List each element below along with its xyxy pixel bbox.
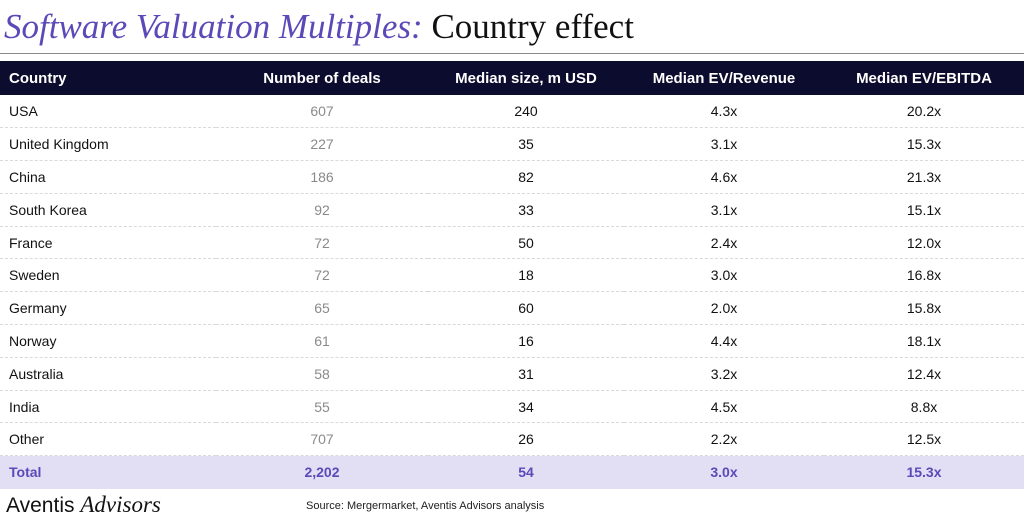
title-regular: Country effect <box>431 7 634 46</box>
table-row: France 72 50 2.4x 12.0x <box>0 226 1024 260</box>
country-cell: China <box>0 160 216 194</box>
size-cell: 82 <box>428 160 624 194</box>
ev-ebitda-cell: 16.8x <box>824 258 1024 293</box>
deals-cell: 707 <box>216 422 428 457</box>
country-cell: Sweden <box>0 258 216 293</box>
column-header: Number of deals <box>263 69 381 87</box>
table-row: Other 707 26 2.2x 12.5x <box>0 422 1024 457</box>
deals-cell: 55 <box>216 390 428 424</box>
table-header-row: Country Number of deals Median size, m U… <box>0 61 1024 95</box>
brand-name: Aventis <box>6 494 75 517</box>
chart-title: Software Valuation Multiples: Country ef… <box>4 4 634 50</box>
table-row: Germany 65 60 2.0x 15.8x <box>0 291 1024 326</box>
ev-revenue-cell: 2.0x <box>624 291 824 326</box>
size-cell: 50 <box>428 226 624 260</box>
deals-cell: 2,202 <box>304 464 340 481</box>
column-header: Median EV/EBITDA <box>856 69 992 87</box>
size-cell: 16 <box>428 324 624 358</box>
deals-cell: 58 <box>216 357 428 391</box>
country-cell: France <box>0 226 216 260</box>
ev-revenue-cell: 3.2x <box>624 357 824 391</box>
title-divider <box>0 53 1024 54</box>
total-row: Total 2,202 54 3.0x 15.3x <box>0 455 1024 489</box>
ev-revenue-cell: 2.2x <box>624 422 824 457</box>
deals-cell: 72 <box>216 226 428 260</box>
table-row: India 55 34 4.5x 8.8x <box>0 390 1024 424</box>
deals-cell: 227 <box>216 127 428 162</box>
country-cell: Total <box>9 464 42 481</box>
ev-revenue-cell: 3.1x <box>624 193 824 227</box>
size-cell: 31 <box>428 357 624 391</box>
size-cell: 18 <box>428 258 624 293</box>
size-cell: 60 <box>428 291 624 326</box>
size-cell: 34 <box>428 390 624 424</box>
ev-ebitda-cell: 12.4x <box>824 357 1024 391</box>
table-row: Sweden 72 18 3.0x 16.8x <box>0 258 1024 293</box>
ev-revenue-cell: 3.0x <box>710 464 738 481</box>
country-cell: USA <box>0 95 216 129</box>
ev-ebitda-cell: 21.3x <box>824 160 1024 194</box>
column-header: Median size, m USD <box>455 69 597 87</box>
size-cell: 35 <box>428 127 624 162</box>
country-cell: South Korea <box>0 193 216 227</box>
title-italic: Software Valuation Multiples: <box>4 7 423 46</box>
ev-ebitda-cell: 18.1x <box>824 324 1024 358</box>
country-cell: Australia <box>0 357 216 391</box>
ev-revenue-cell: 2.4x <box>624 226 824 260</box>
ev-ebitda-cell: 12.5x <box>824 422 1024 457</box>
brand-logo: Aventis Advisors <box>6 492 161 518</box>
deals-cell: 607 <box>216 95 428 129</box>
ev-ebitda-cell: 15.3x <box>824 127 1024 162</box>
table-row: USA 607 240 4.3x 20.2x <box>0 95 1024 129</box>
table-body: USA 607 240 4.3x 20.2x United Kingdom 227 35 3.1… <box>0 95 1024 489</box>
ev-revenue-cell: 4.3x <box>624 95 824 129</box>
size-cell: 240 <box>428 95 624 129</box>
size-cell: 26 <box>428 422 624 457</box>
valuation-table: Country Number of deals Median size, m U… <box>0 61 1024 489</box>
ev-revenue-cell: 4.4x <box>624 324 824 358</box>
table-row: United Kingdom 227 35 3.1x 15.3x <box>0 127 1024 162</box>
table-row: Australia 58 31 3.2x 12.4x <box>0 357 1024 391</box>
deals-cell: 72 <box>216 258 428 293</box>
ev-ebitda-cell: 15.1x <box>824 193 1024 227</box>
ev-revenue-cell: 4.5x <box>624 390 824 424</box>
size-cell: 54 <box>518 464 534 481</box>
table-row: China 186 82 4.6x 21.3x <box>0 160 1024 194</box>
ev-revenue-cell: 4.6x <box>624 160 824 194</box>
ev-ebitda-cell: 8.8x <box>824 390 1024 424</box>
deals-cell: 186 <box>216 160 428 194</box>
ev-ebitda-cell: 20.2x <box>824 95 1024 129</box>
brand-name-italic: Advisors <box>80 492 161 517</box>
ev-revenue-cell: 3.1x <box>624 127 824 162</box>
column-header: Median EV/Revenue <box>652 69 796 87</box>
country-cell: Norway <box>0 324 216 358</box>
deals-cell: 61 <box>216 324 428 358</box>
source-note: Source: Mergermarket, Aventis Advisors a… <box>306 500 545 512</box>
ev-ebitda-cell: 15.3x <box>906 464 942 481</box>
country-cell: Other <box>0 422 216 457</box>
table-row: South Korea 92 33 3.1x 15.1x <box>0 193 1024 227</box>
country-cell: United Kingdom <box>0 127 216 162</box>
column-header: Country <box>9 69 67 87</box>
ev-ebitda-cell: 12.0x <box>824 226 1024 260</box>
size-cell: 33 <box>428 193 624 227</box>
deals-cell: 65 <box>216 291 428 326</box>
table-row: Norway 61 16 4.4x 18.1x <box>0 324 1024 358</box>
country-cell: Germany <box>0 291 216 326</box>
country-cell: India <box>0 390 216 424</box>
ev-ebitda-cell: 15.8x <box>824 291 1024 326</box>
deals-cell: 92 <box>216 193 428 227</box>
ev-revenue-cell: 3.0x <box>624 258 824 293</box>
